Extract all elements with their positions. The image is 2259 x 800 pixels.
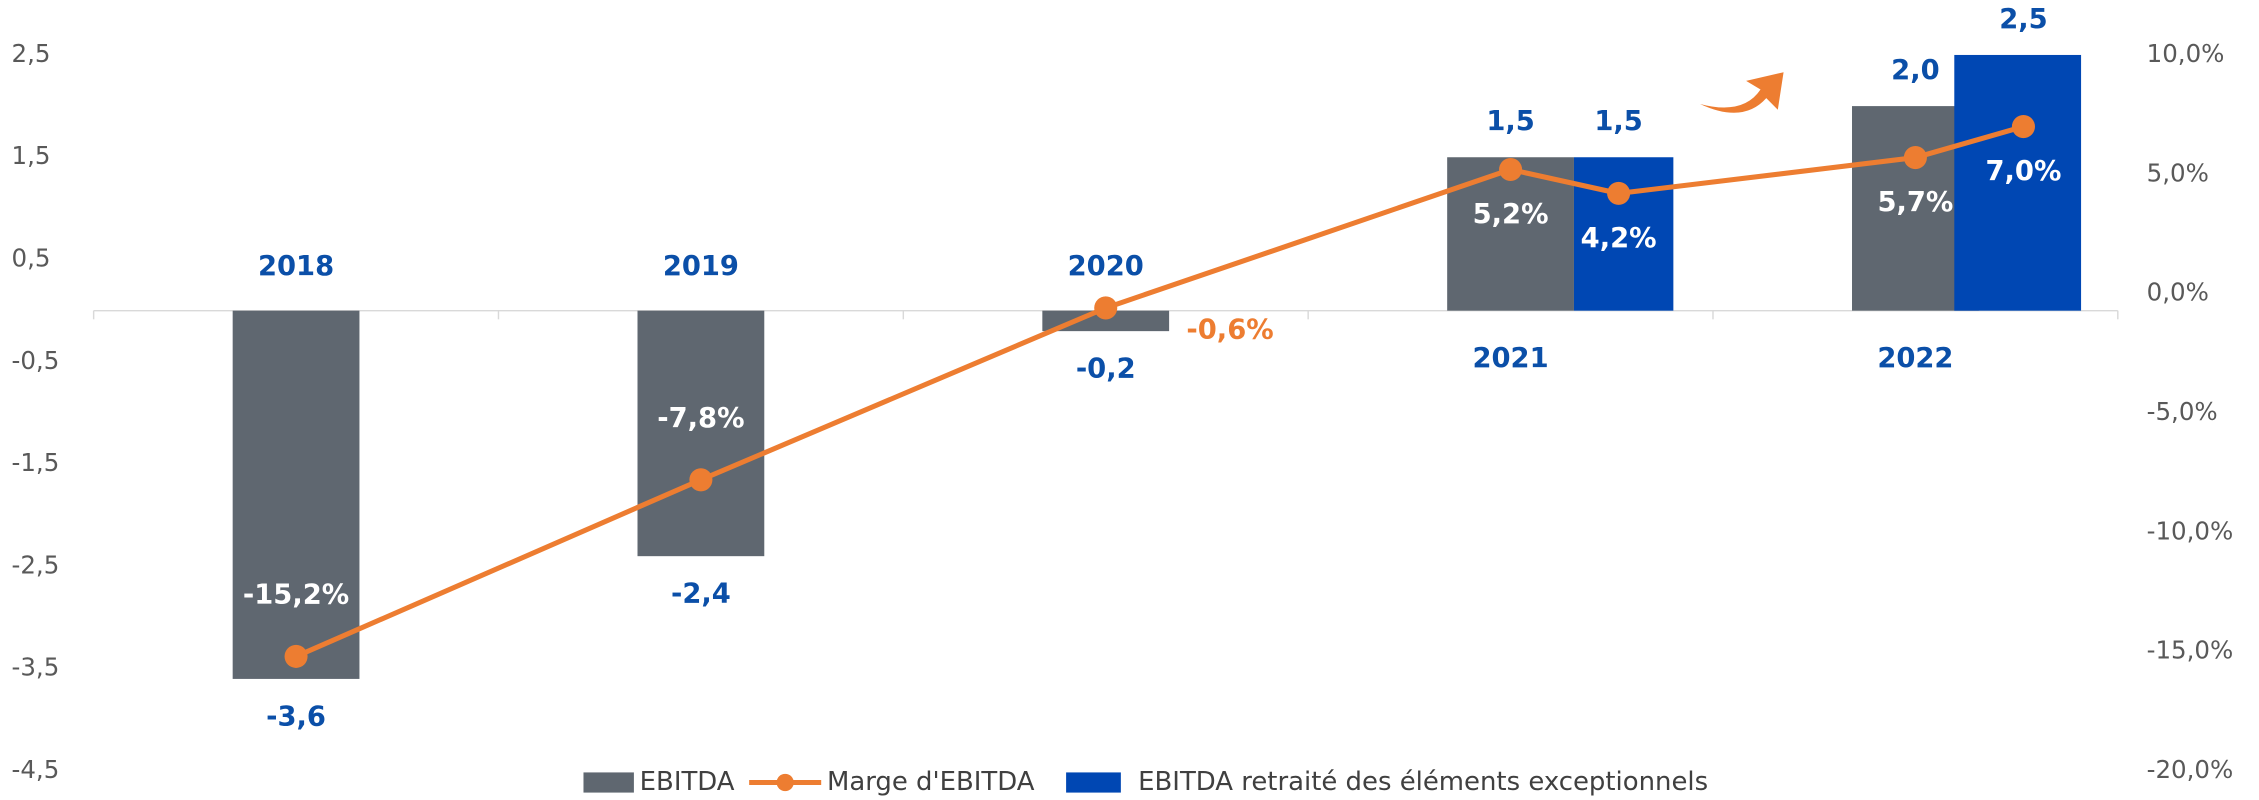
bar bbox=[1042, 310, 1170, 332]
bar bbox=[637, 310, 765, 557]
y2-tick-label: 5,0% bbox=[2147, 158, 2209, 187]
y-tick-label: 2,5 bbox=[12, 39, 51, 68]
y-tick-label: 0,5 bbox=[12, 244, 51, 273]
trend-arrow bbox=[1700, 72, 1784, 113]
margin-label: -7,8% bbox=[657, 403, 744, 434]
y2-tick-label: -10,0% bbox=[2147, 516, 2234, 545]
y2-tick-label: -15,0% bbox=[2147, 636, 2234, 665]
value-label: -2,4 bbox=[671, 579, 731, 610]
bar bbox=[1573, 157, 1674, 311]
margin-marker bbox=[1903, 146, 1927, 170]
value-label: -3,6 bbox=[266, 701, 326, 732]
x-tick-label: 2021 bbox=[1472, 343, 1548, 374]
value-label: 1,5 bbox=[1594, 106, 1642, 137]
legend-swatch bbox=[583, 772, 634, 793]
margin-label: 4,2% bbox=[1581, 223, 1657, 254]
y-tick-label: -0,5 bbox=[12, 346, 60, 375]
bar bbox=[232, 310, 360, 679]
margin-marker bbox=[2011, 115, 2035, 139]
value-label: 2,0 bbox=[1891, 55, 1939, 86]
margin-label: -15,2% bbox=[243, 579, 349, 610]
x-tick-label: 2020 bbox=[1068, 251, 1144, 282]
y-tick-label: -4,5 bbox=[12, 755, 60, 784]
margin-marker bbox=[1607, 181, 1631, 205]
legend-label: EBITDA retraité des éléments exceptionne… bbox=[1138, 767, 1708, 797]
x-tick-label: 2019 bbox=[663, 251, 739, 282]
margin-label: 5,7% bbox=[1877, 187, 1953, 218]
x-tick-label: 2022 bbox=[1877, 343, 1953, 374]
y2-tick-label: -5,0% bbox=[2147, 397, 2218, 426]
margin-label: -0,6% bbox=[1186, 315, 1273, 346]
legend-swatch bbox=[1066, 772, 1121, 793]
margin-marker bbox=[1094, 296, 1118, 320]
value-label: -0,2 bbox=[1076, 354, 1136, 385]
legend-swatch bbox=[776, 773, 794, 792]
margin-marker bbox=[284, 644, 308, 668]
y-tick-label: -3,5 bbox=[12, 653, 60, 682]
bar bbox=[1954, 54, 2082, 311]
y-tick-label: -1,5 bbox=[12, 448, 60, 477]
y-tick-label: -2,5 bbox=[12, 550, 60, 579]
y2-tick-label: -20,0% bbox=[2147, 755, 2234, 784]
legend-label: Marge d'EBITDA bbox=[827, 767, 1035, 797]
legend-label: EBITDA bbox=[640, 767, 735, 797]
margin-marker bbox=[1499, 157, 1523, 182]
y-tick-label: 1,5 bbox=[12, 141, 51, 170]
margin-line bbox=[295, 124, 2025, 659]
y2-tick-label: 10,0% bbox=[2147, 39, 2225, 68]
y2-tick-label: 0,0% bbox=[2147, 278, 2209, 307]
x-tick-label: 2018 bbox=[258, 251, 334, 282]
value-label: 2,5 bbox=[1999, 4, 2047, 35]
margin-label: 5,2% bbox=[1473, 199, 1549, 230]
margin-label: 7,0% bbox=[1986, 156, 2062, 187]
margin-marker bbox=[689, 468, 713, 492]
value-label: 1,5 bbox=[1486, 106, 1534, 137]
